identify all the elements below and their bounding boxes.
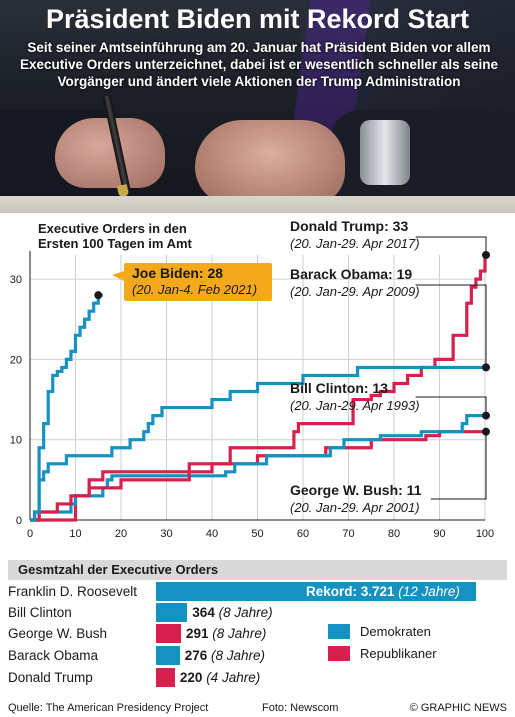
x-tick-label: 40: [206, 528, 218, 540]
legend-swatch-democrat: [328, 624, 350, 639]
header-photo: Präsident Biden mit Rekord Start Seit se…: [0, 0, 515, 213]
legend-swatch-republican: [328, 646, 350, 661]
x-tick-label: 100: [476, 528, 494, 540]
leader-line-barack-obama: [415, 284, 487, 368]
end-marker-bill-clinton: [482, 411, 490, 420]
y-tick-label: 10: [10, 435, 22, 447]
totals-category-label: Bill Clinton: [8, 605, 72, 620]
totals-bar: [156, 603, 188, 622]
page-subtitle: Seit seiner Amtseinführung am 20. Januar…: [20, 40, 498, 89]
series-line-barack-obama: [30, 365, 485, 522]
callout-name-biden: Joe Biden: 28: [132, 265, 223, 281]
callout-period-george-w-bush: (20. Jan-29. Apr 2001): [290, 500, 420, 515]
totals-bar: [156, 624, 182, 643]
footer-credit: © GRAPHIC NEWS: [409, 702, 507, 714]
photo-paper: [0, 196, 515, 213]
y-tick-label: 30: [10, 274, 22, 286]
page-title: Präsident Biden mit Rekord Start: [45, 4, 470, 34]
end-marker-donald-trump: [482, 251, 490, 259]
totals-bar: [156, 646, 180, 665]
x-tick-label: 90: [433, 528, 445, 540]
leader-line-george-w-bush: [430, 431, 487, 500]
x-tick-label: 70: [342, 528, 354, 540]
x-tick-label: 10: [69, 528, 81, 540]
chart-callouts: Joe Biden: 28(20. Jan-4. Feb 2021) Donald…: [94, 218, 490, 515]
photo-right-hand: [195, 120, 345, 205]
line-chart: 0 10 20 30 0 10 20 30 40 50 60 70 80 90 100 Joe Biden:…: [10, 218, 494, 540]
series-line-donald-trump: [30, 255, 487, 522]
callout-name-george-w-bush: George W. Bush: 11: [290, 482, 422, 498]
callout-period-biden: (20. Jan-4. Feb 2021): [132, 282, 257, 297]
callout-pointer-biden: [112, 271, 124, 281]
totals-category-label: George W. Bush: [8, 626, 108, 641]
totals-category-label: Franklin D. Roosevelt: [8, 584, 138, 599]
end-marker-george-w-bush: [482, 427, 490, 436]
end-marker-biden: [94, 291, 103, 300]
legend-label-republican: Republikaner: [360, 646, 437, 661]
leader-line-bill-clinton: [415, 396, 487, 416]
chart-title-line-2: Ersten 100 Tagen im Amt: [38, 236, 193, 251]
x-tick-label: 20: [115, 528, 127, 540]
totals-title: Gesmtzahl der Executive Orders: [8, 560, 507, 580]
footer-photo: Foto: Newscom: [262, 702, 339, 714]
leader-line-donald-trump: [415, 236, 487, 255]
totals-bar: [156, 582, 476, 601]
x-tick-label: 80: [388, 528, 400, 540]
callout-name-barack-obama: Barack Obama: 19: [290, 266, 412, 282]
y-tick-label: 0: [16, 515, 22, 527]
chart-axes: 0 10 20 30 0 10 20 30 40 50 60 70 80 90 100: [10, 251, 494, 540]
end-marker-barack-obama: [482, 363, 490, 372]
legend-label-democrat: Demokraten: [360, 624, 431, 639]
photo-watch: [360, 120, 410, 185]
totals-value-label: 291 (8 Jahre): [186, 626, 267, 641]
totals-bar: [156, 668, 175, 687]
callout-period-donald-trump: (20. Jan-29. Apr 2017): [290, 236, 420, 251]
callout-period-barack-obama: (20. Jan-29. Apr 2009): [290, 284, 420, 299]
callout-period-bill-clinton: (20. Jan-29. Apr 1993): [290, 398, 420, 413]
totals-value-label: 364 (8 Jahre): [192, 605, 273, 620]
totals-value-label: 220 (4 Jahre): [179, 670, 261, 685]
x-tick-label: 30: [160, 528, 172, 540]
totals-category-label: Barack Obama: [8, 648, 99, 663]
y-tick-label: 20: [10, 354, 22, 366]
callout-name-donald-trump: Donald Trump: 33: [290, 218, 408, 234]
x-tick-label: 60: [297, 528, 309, 540]
callout-name-bill-clinton: Bill Clinton: 13: [290, 380, 388, 396]
totals-value-label: Rekord: 3.721 (12 Jahre): [306, 584, 460, 599]
chart-series: [30, 255, 487, 522]
series-line-bill-clinton: [30, 414, 485, 522]
footer-source: Quelle: The American Presidency Project: [8, 702, 209, 714]
footer: Quelle: The American Presidency Project …: [0, 699, 515, 717]
totals-value-label: 276 (8 Jahre): [184, 648, 266, 663]
totals-category-label: Donald Trump: [8, 670, 93, 685]
x-tick-label: 50: [251, 528, 263, 540]
series-line-joe-biden: [30, 293, 103, 522]
chart-title-line-1: Executive Orders in den: [38, 221, 187, 236]
x-tick-label: 0: [27, 528, 33, 540]
callout-box-biden: [124, 263, 272, 301]
